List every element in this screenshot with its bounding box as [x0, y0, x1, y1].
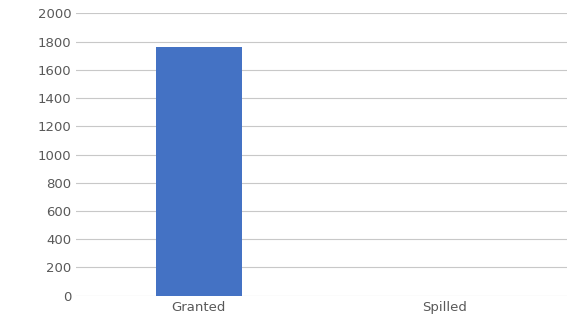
Bar	[156, 47, 242, 296]
